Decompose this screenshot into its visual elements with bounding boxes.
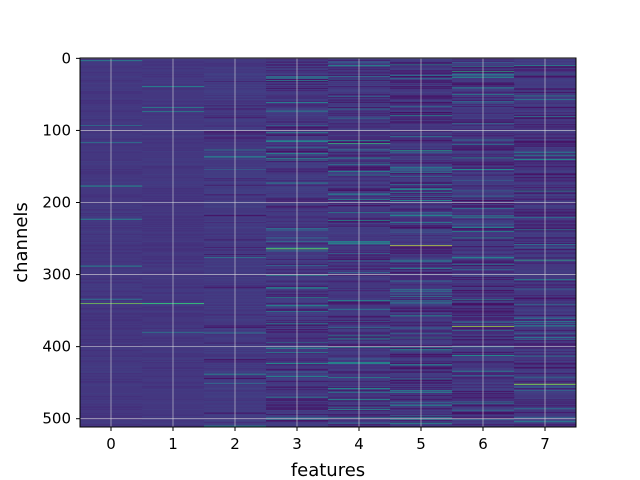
x-axis-label: features [291,460,365,480]
y-axis-label: channels [11,202,32,283]
x-tick-label: 6 [478,435,488,453]
y-tick-label: 0 [61,49,71,67]
heatmap-cells [80,58,577,428]
x-tick-label: 5 [416,435,426,453]
x-tick-label: 3 [292,435,302,453]
x-tick-label: 0 [106,435,116,453]
x-tick-label: 7 [540,435,550,453]
y-axis-ticks: 0 100 200 300 400 500 [42,49,80,428]
y-tick-label: 300 [42,266,71,284]
gridlines [80,57,576,427]
x-tick-label: 1 [168,435,178,453]
plot-frame [79,57,577,428]
x-axis-ticks: 0 1 2 3 4 5 6 7 [106,427,550,453]
y-tick-label: 500 [42,410,71,428]
x-tick-label: 4 [354,435,364,453]
x-tick-label: 2 [230,435,240,453]
y-tick-label: 400 [42,338,71,356]
y-tick-label: 200 [42,194,71,212]
y-tick-label: 100 [42,121,71,139]
